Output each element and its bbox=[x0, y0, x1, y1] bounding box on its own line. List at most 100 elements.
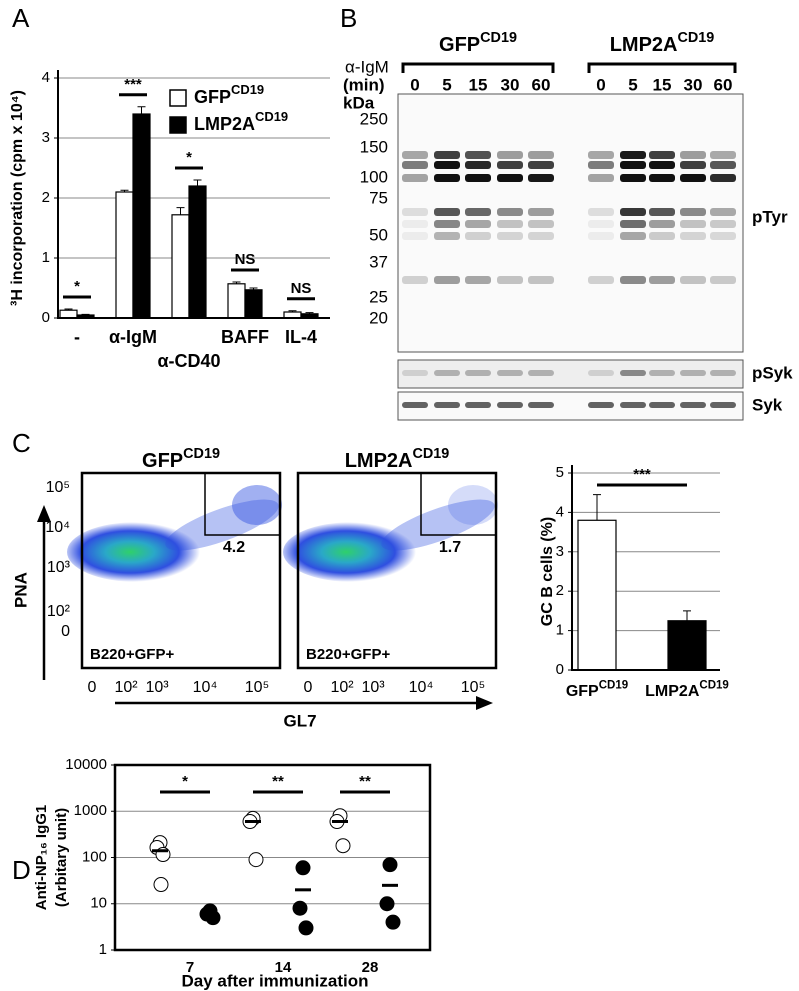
blot-band bbox=[588, 402, 614, 408]
y-axis-label: Anti-NP₁₆ IgG1 bbox=[33, 805, 50, 911]
blot-band bbox=[680, 232, 706, 240]
group-label: GFPCD19 bbox=[439, 30, 517, 56]
blot-band bbox=[434, 174, 460, 182]
axis bbox=[57, 70, 330, 319]
x-tick-label: GFPCD19 bbox=[566, 680, 628, 701]
blot-membrane bbox=[397, 359, 744, 389]
blot-band bbox=[497, 232, 523, 240]
blot-band bbox=[649, 276, 675, 284]
mw-label: 25 bbox=[369, 287, 388, 306]
blot-band bbox=[465, 370, 491, 376]
significance-label: NS bbox=[291, 280, 312, 297]
mw-label: 50 bbox=[369, 225, 388, 244]
blot-band bbox=[588, 174, 614, 182]
gate bbox=[420, 473, 496, 536]
density bbox=[232, 485, 282, 525]
population-label: B220+GFP+ bbox=[306, 646, 390, 663]
bar bbox=[667, 620, 707, 671]
x-tick-label: 14 bbox=[275, 959, 292, 976]
y-tick-label: 10⁵ bbox=[46, 479, 70, 496]
gate-value: 4.2 bbox=[223, 539, 245, 556]
y-tick-label: 10⁴ bbox=[45, 519, 70, 536]
time-label: 0 bbox=[410, 75, 419, 94]
blot-band bbox=[465, 161, 491, 169]
bar bbox=[171, 214, 190, 319]
blot-band bbox=[465, 151, 491, 159]
blot-band bbox=[528, 220, 554, 228]
point bbox=[292, 900, 308, 916]
density bbox=[67, 522, 207, 582]
panel-label: A bbox=[12, 3, 30, 33]
time-unit: (min) bbox=[343, 75, 385, 94]
significance-label: * bbox=[186, 149, 192, 166]
blot-band bbox=[434, 276, 460, 284]
blot-band bbox=[710, 232, 736, 240]
stimulus-label: α-IgM bbox=[345, 57, 389, 76]
x-tick-label: α-IgM bbox=[109, 327, 157, 347]
y-axis-label: (Arbitary unit) bbox=[53, 808, 70, 907]
blot-band bbox=[680, 208, 706, 216]
legend-swatch bbox=[169, 116, 187, 134]
axis bbox=[571, 465, 720, 671]
x-tick-label-main: LMP2A bbox=[645, 683, 700, 700]
significance-label: ** bbox=[359, 773, 371, 790]
significance-label: * bbox=[182, 773, 188, 790]
point bbox=[295, 860, 311, 876]
blot-band bbox=[497, 220, 523, 228]
y-tick-label: 10 bbox=[90, 895, 107, 912]
blot-band bbox=[680, 220, 706, 228]
significance-label: * bbox=[74, 278, 80, 295]
x-axis-label: GL7 bbox=[283, 711, 316, 730]
point bbox=[335, 838, 351, 854]
blot-band bbox=[620, 402, 646, 408]
blot-band bbox=[528, 208, 554, 216]
blot-band bbox=[465, 220, 491, 228]
blot-band bbox=[402, 220, 428, 228]
x-tick-label: 10⁴ bbox=[409, 679, 434, 696]
blot-band bbox=[588, 208, 614, 216]
legend-label-main: GFP bbox=[194, 87, 231, 107]
blot-band bbox=[528, 276, 554, 284]
error-bar bbox=[683, 610, 691, 621]
y-tick-label: 3 bbox=[556, 543, 564, 560]
y-tick-label: 0 bbox=[42, 309, 50, 326]
blot-band bbox=[402, 370, 428, 376]
blot-band bbox=[588, 370, 614, 376]
group-bracket bbox=[587, 62, 737, 73]
blot-band bbox=[649, 232, 675, 240]
flow-title-sup: CD19 bbox=[413, 446, 450, 462]
point bbox=[382, 857, 398, 873]
bar bbox=[132, 113, 151, 319]
error-bar bbox=[288, 310, 297, 312]
bar bbox=[227, 283, 246, 319]
significance-label: NS bbox=[235, 251, 256, 268]
mw-label: 250 bbox=[360, 109, 388, 128]
blot-band bbox=[680, 161, 706, 169]
flow-frame bbox=[296, 471, 498, 670]
blot-band bbox=[680, 370, 706, 376]
point bbox=[385, 914, 401, 930]
time-label: 0 bbox=[596, 75, 605, 94]
group-label: LMP2ACD19 bbox=[610, 30, 715, 56]
blot-band bbox=[528, 151, 554, 159]
blot-band bbox=[402, 151, 428, 159]
blot-band bbox=[649, 402, 675, 408]
legend-label-sup: CD19 bbox=[231, 82, 264, 97]
blot-band bbox=[620, 232, 646, 240]
y-tick-label: 10² bbox=[47, 603, 71, 620]
x-tick-label: 10⁵ bbox=[245, 679, 269, 696]
blot-band bbox=[497, 151, 523, 159]
y-axis-label: ³H incorporation (cpm x 10⁴) bbox=[9, 90, 26, 306]
y-tick-label: 2 bbox=[556, 582, 564, 599]
error-bar bbox=[249, 287, 258, 290]
x-tick-label: 10² bbox=[114, 679, 138, 696]
x-tick-label: 10² bbox=[330, 679, 354, 696]
blot-band bbox=[680, 402, 706, 408]
bar bbox=[244, 289, 263, 319]
x-tick-label: 10³ bbox=[145, 679, 169, 696]
blot-band bbox=[465, 232, 491, 240]
blot-band bbox=[497, 370, 523, 376]
error-bar bbox=[64, 308, 73, 311]
error-bar bbox=[137, 106, 146, 114]
blot-band bbox=[649, 370, 675, 376]
